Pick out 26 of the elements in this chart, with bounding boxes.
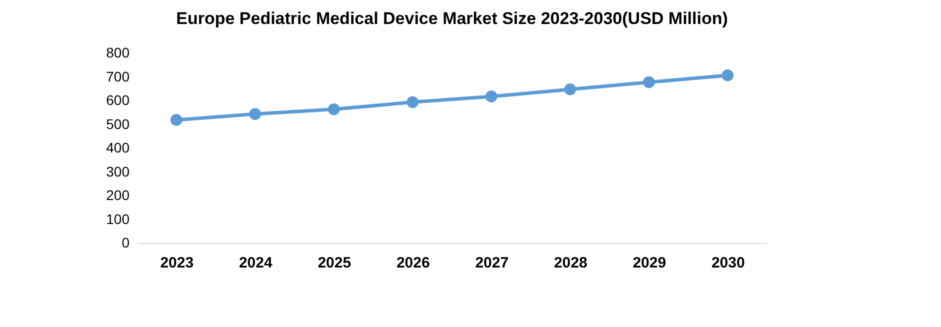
- y-tick-label: 500: [106, 116, 130, 132]
- x-tick-label: 2028: [554, 254, 588, 272]
- point: [170, 114, 182, 126]
- point: [642, 76, 655, 88]
- x-tick-label: 2029: [632, 254, 666, 272]
- y-tick-label: 700: [106, 68, 130, 84]
- y-tick-label: 300: [106, 163, 130, 180]
- x-tick-label: 2024: [238, 254, 273, 272]
- y-tick-label: 0: [122, 234, 130, 250]
- x-tick-label: 2030: [711, 254, 745, 272]
- y-tick-label: 800: [106, 44, 130, 60]
- point: [249, 108, 262, 120]
- y-tick-label: 200: [106, 187, 130, 203]
- point: [722, 69, 734, 82]
- point: [485, 90, 498, 102]
- y-tick-label: 600: [106, 92, 130, 108]
- point: [564, 83, 576, 96]
- x-tick-label: 2023: [160, 254, 194, 272]
- x-tick-label: 2027: [475, 254, 509, 272]
- x-tick-label: 2025: [318, 254, 352, 272]
- chart-title: Europe Pediatric Medical Device Market Size 2023-2030(USD Million): [176, 9, 728, 28]
- point: [406, 96, 419, 108]
- x-tick-label: 2026: [396, 254, 430, 272]
- point: [328, 103, 340, 116]
- y-tick-label: 400: [106, 140, 130, 156]
- y-tick-label: 100: [106, 210, 130, 227]
